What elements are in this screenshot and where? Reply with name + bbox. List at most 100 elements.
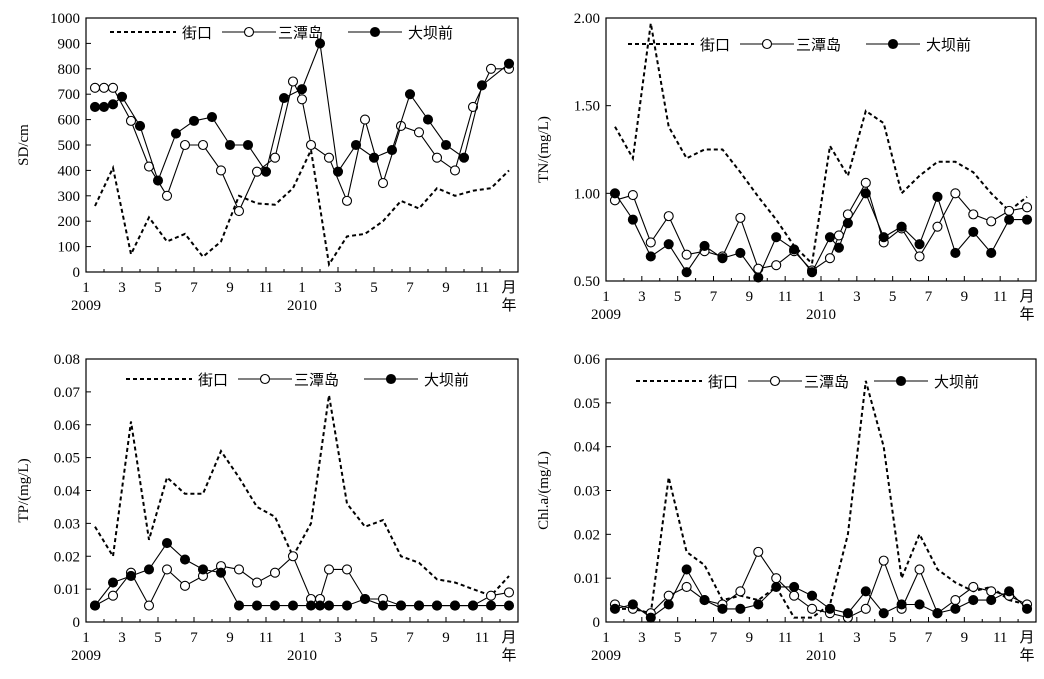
data-point bbox=[206, 112, 218, 123]
legend: 街口 三潭岛 大坝前 bbox=[126, 372, 469, 389]
data-point bbox=[860, 177, 871, 188]
y-tick-label: 2.00 bbox=[574, 11, 600, 27]
x-tick-label: 11 bbox=[993, 630, 1007, 646]
data-point bbox=[143, 600, 155, 611]
data-point bbox=[1021, 603, 1033, 614]
x-tick-label: 3 bbox=[118, 280, 126, 296]
x-tick-label: 11 bbox=[259, 630, 273, 646]
data-point bbox=[735, 586, 746, 597]
legend-label-1: 街口 bbox=[198, 372, 228, 389]
data-point bbox=[413, 600, 425, 611]
y-axis-label: TP/(mg/L) bbox=[16, 458, 32, 522]
data-point bbox=[932, 221, 943, 232]
data-point bbox=[806, 590, 818, 601]
legend-label-1: 街口 bbox=[708, 374, 738, 391]
data-point bbox=[503, 58, 515, 69]
x-tick-label: 7 bbox=[406, 280, 414, 296]
x-tick-label: 1 bbox=[817, 630, 825, 646]
data-point bbox=[197, 564, 209, 575]
year-label: 2010 bbox=[287, 298, 317, 314]
data-point bbox=[986, 595, 997, 606]
data-point bbox=[269, 152, 281, 163]
data-point bbox=[125, 570, 137, 582]
y-tick-label: 0.03 bbox=[574, 484, 600, 500]
chart-panel-4: 00.010.020.030.040.050.061 3 5 7 9 11 1 3 5 7 9 112… bbox=[536, 352, 1037, 664]
data-point bbox=[332, 166, 344, 177]
data-point bbox=[645, 612, 656, 623]
year-label: 2009 bbox=[591, 648, 621, 664]
data-point bbox=[789, 581, 800, 592]
data-point bbox=[98, 82, 110, 93]
x-tick-label: 7 bbox=[925, 289, 933, 305]
data-point bbox=[107, 99, 119, 110]
data-point bbox=[860, 603, 871, 614]
data-point bbox=[968, 209, 979, 220]
data-point bbox=[878, 608, 889, 619]
data-point bbox=[125, 115, 137, 126]
data-point bbox=[806, 267, 818, 278]
data-point bbox=[89, 600, 101, 611]
x-unit-month: 月 bbox=[1019, 630, 1034, 646]
data-point bbox=[107, 82, 119, 93]
legend-label-2: 三潭岛 bbox=[278, 25, 323, 42]
x-tick-label: 3 bbox=[853, 289, 861, 305]
data-point bbox=[170, 128, 182, 139]
data-point bbox=[368, 152, 380, 163]
x-tick-label: 5 bbox=[370, 630, 378, 646]
data-point bbox=[161, 538, 173, 549]
y-tick-label: 0.50 bbox=[574, 274, 600, 290]
y-tick-label: 0 bbox=[593, 615, 601, 631]
data-point bbox=[143, 564, 155, 575]
x-tick-label: 1 bbox=[602, 289, 610, 305]
data-point bbox=[215, 567, 227, 578]
legend-marker-3 bbox=[385, 373, 397, 385]
data-point bbox=[404, 89, 416, 100]
data-point bbox=[968, 595, 979, 606]
data-point bbox=[1004, 214, 1015, 225]
data-point bbox=[824, 232, 836, 243]
data-point bbox=[467, 600, 479, 611]
x-tick-label: 5 bbox=[889, 630, 897, 646]
data-point bbox=[386, 145, 398, 156]
y-tick-label: 1.00 bbox=[574, 186, 600, 202]
x-tick-label: 9 bbox=[746, 289, 754, 305]
data-point bbox=[950, 188, 961, 199]
series-line-1 bbox=[94, 395, 510, 597]
x-tick-label: 9 bbox=[226, 630, 234, 646]
data-point bbox=[878, 555, 889, 566]
y-tick-label: 400 bbox=[58, 163, 81, 179]
x-tick-label: 1 bbox=[298, 280, 306, 296]
y-tick-label: 0 bbox=[73, 265, 81, 281]
data-point bbox=[449, 600, 461, 611]
data-point bbox=[287, 600, 299, 611]
data-point bbox=[224, 139, 236, 151]
data-point bbox=[681, 564, 692, 575]
x-unit-year: 年 bbox=[1019, 306, 1034, 323]
y-tick-label: 600 bbox=[58, 113, 81, 129]
data-point bbox=[233, 564, 245, 575]
data-point bbox=[896, 221, 907, 232]
x-unit-month: 月 bbox=[501, 280, 516, 296]
y-tick-label: 700 bbox=[58, 87, 81, 103]
data-point bbox=[627, 599, 638, 610]
x-tick-label: 3 bbox=[118, 630, 126, 646]
data-point bbox=[89, 82, 101, 93]
year-label: 2009 bbox=[71, 298, 101, 314]
series-line-1 bbox=[615, 380, 1028, 619]
y-tick-label: 300 bbox=[58, 189, 81, 205]
legend-marker-2 bbox=[243, 26, 255, 38]
y-tick-label: 900 bbox=[58, 36, 81, 52]
data-point bbox=[968, 226, 979, 237]
series-line-1 bbox=[94, 146, 510, 268]
x-tick-label: 1 bbox=[82, 630, 90, 646]
data-point bbox=[1021, 202, 1033, 213]
data-point bbox=[663, 211, 674, 222]
data-point bbox=[645, 251, 656, 262]
data-point bbox=[663, 239, 674, 250]
data-point bbox=[717, 253, 728, 264]
data-point bbox=[296, 94, 308, 105]
y-tick-label: 1.50 bbox=[574, 99, 600, 115]
data-point bbox=[485, 63, 497, 74]
x-tick-label: 11 bbox=[778, 289, 792, 305]
